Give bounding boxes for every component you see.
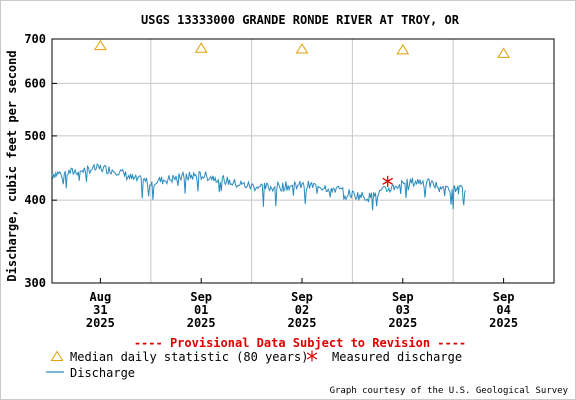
y-axis-ticks: 300 400 500 600 700: [24, 32, 57, 290]
median-marker: [497, 47, 510, 58]
x-tick-label: 04: [496, 303, 510, 317]
chart-title: USGS 13333000 GRANDE RONDE RIVER AT TROY…: [141, 13, 460, 27]
x-axis-ticks: Aug312025Sep012025Sep022025Sep032025Sep0…: [86, 278, 518, 330]
median-marker: [396, 43, 410, 55]
y-tick-label: 400: [24, 193, 46, 207]
legend-label-discharge: Discharge: [70, 366, 135, 380]
x-tick-label: Sep: [392, 290, 414, 304]
legend-label-median: Median daily statistic (80 years): [70, 350, 308, 364]
y-tick-label: 700: [24, 32, 46, 46]
credit-text: Graph courtesy of the U.S. Geological Su…: [330, 386, 569, 396]
x-tick-label: 02: [295, 303, 309, 317]
legend: Median daily statistic (80 years) Measur…: [46, 350, 462, 380]
x-tick-label: 01: [194, 303, 208, 317]
y-tick-label: 500: [24, 129, 46, 143]
x-tick-label: Sep: [190, 290, 212, 304]
y-axis-label: Discharge, cubic feet per second: [5, 50, 19, 281]
median-marker: [194, 42, 208, 53]
x-tick-label: Sep: [291, 290, 313, 304]
provisional-notice: ---- Provisional Data Subject to Revisio…: [134, 336, 466, 350]
plot-area-border: [51, 38, 555, 284]
legend-item-measured: Measured discharge: [306, 350, 462, 364]
x-tick-label: 31: [93, 303, 107, 317]
legend-item-discharge: Discharge: [46, 366, 135, 380]
grid-lines: [52, 39, 554, 283]
measured-discharge-marker: [382, 175, 394, 187]
y-tick-label: 600: [24, 76, 46, 90]
measured-stroke: [382, 177, 394, 185]
x-tick-label: 2025: [388, 316, 417, 330]
x-tick-label: Aug: [90, 290, 112, 304]
median-marker: [295, 43, 309, 54]
x-tick-label: 2025: [187, 316, 216, 330]
legend-item-median: Median daily statistic (80 years): [50, 350, 308, 364]
y-tick-label: 300: [24, 276, 46, 290]
asterisk-icon: [306, 350, 318, 362]
x-tick-label: 03: [396, 303, 410, 317]
x-tick-label: 2025: [86, 316, 115, 330]
legend-label-measured: Measured discharge: [332, 350, 462, 364]
triangle-icon: [50, 350, 64, 361]
median-marker: [93, 39, 107, 51]
series-layer: [51, 39, 510, 211]
x-tick-label: 2025: [489, 316, 518, 330]
x-tick-label: Sep: [493, 290, 515, 304]
x-tick-label: 2025: [288, 316, 317, 330]
discharge-line: [51, 163, 466, 211]
